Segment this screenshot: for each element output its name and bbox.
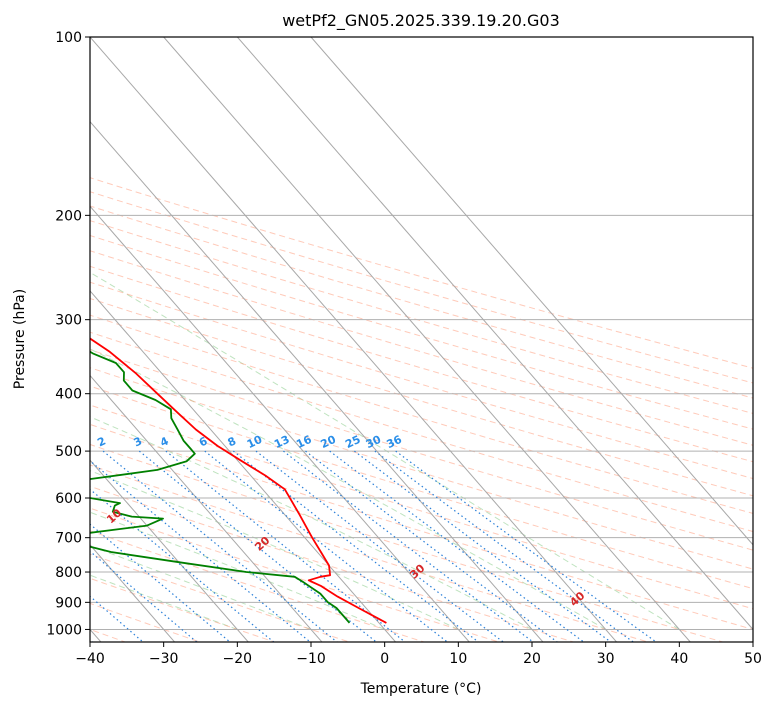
isotherm-line <box>90 120 544 642</box>
x-axis-title: Temperature (°C) <box>360 681 482 697</box>
isotherm-line <box>90 37 617 642</box>
mixing-ratio-line <box>90 550 198 642</box>
isotherm-line <box>163 37 691 642</box>
x-tick-label: 10 <box>449 651 467 667</box>
dry-adiabat-line <box>90 177 753 369</box>
y-axis: 100 200 300 400 500 600 700 800 900 1000 <box>46 30 90 638</box>
y-tick-label: 900 <box>55 595 82 611</box>
plot-area: 0.10.20.40.611.52346810131620253036-100-… <box>90 37 753 642</box>
mixing-ratio-label: 30 <box>364 433 384 451</box>
y-axis-title: Pressure (hPa) <box>12 289 28 389</box>
y-tick-label: 400 <box>55 387 82 403</box>
x-tick-label: 0 <box>380 651 389 667</box>
moist-adiabat-line <box>90 348 606 630</box>
mixing-ratio-line <box>102 450 338 642</box>
x-tick-label: 40 <box>670 651 688 667</box>
x-tick-label: 30 <box>597 651 615 667</box>
moist-adiabat-line <box>90 416 533 630</box>
mixing-ratio-line <box>305 450 559 642</box>
profile-lines <box>90 337 387 624</box>
mixing-ratio-label: 36 <box>385 433 405 451</box>
dry-adiabat-line <box>90 265 753 463</box>
moist-adiabat-line <box>90 271 680 630</box>
mixing-ratio-label: 10 <box>245 433 265 451</box>
mixing-ratio-label: 25 <box>343 433 362 451</box>
dry-adiabat-line <box>90 234 753 430</box>
mixing-ratio-label: 16 <box>294 433 314 451</box>
isotherm-line <box>310 37 753 546</box>
mixing-ratio-label: 20 <box>319 433 339 451</box>
plot-frame <box>89 36 754 643</box>
mixing-ratio-line <box>90 460 312 642</box>
y-tick-label: 600 <box>55 491 82 507</box>
x-tick-label: 50 <box>744 651 762 667</box>
mixing-ratio-lines <box>90 450 658 642</box>
y-tick-label: 300 <box>55 313 82 329</box>
x-tick-label: −40 <box>75 651 105 667</box>
isotherm-line <box>90 205 470 642</box>
isobar-gridlines <box>90 37 753 630</box>
dry-adiabat-line <box>90 530 426 642</box>
mixing-ratio-line <box>138 450 378 642</box>
y-tick-label: 700 <box>55 531 82 547</box>
x-tick-label: −20 <box>223 651 253 667</box>
mixing-ratio-line <box>374 450 635 642</box>
moist-adiabat-line <box>90 574 238 630</box>
isotherm-line <box>90 459 249 642</box>
dry-adiabat-line <box>90 250 753 446</box>
chart-title: wetPf2_GN05.2025.339.19.20.G03 <box>282 11 560 31</box>
dry-adiabat-line <box>90 205 753 399</box>
mixing-ratio-label: 13 <box>272 433 291 451</box>
isotherm-line <box>90 374 323 642</box>
dry-adiabat-line <box>90 507 501 642</box>
mixing-ratio-line <box>232 450 480 642</box>
dewpoint-series-line <box>90 350 351 624</box>
moist-adiabat-lines <box>90 271 680 630</box>
y-tick-label: 100 <box>55 30 82 46</box>
y-tick-label: 800 <box>55 565 82 581</box>
isotherm-line <box>90 290 396 642</box>
mixing-ratio-line <box>283 450 535 642</box>
isotherm-gridlines <box>90 37 753 642</box>
temperature-series-line <box>90 337 387 624</box>
moist-adiabat-line <box>90 545 312 630</box>
dry-adiabat-line <box>90 281 753 480</box>
x-tick-label: −30 <box>149 651 179 667</box>
y-tick-label: 200 <box>55 208 82 224</box>
dry-adiabat-line <box>90 349 753 551</box>
x-tick-label: −10 <box>296 651 326 667</box>
mixing-ratio-line <box>90 523 231 642</box>
x-axis: −40 −30 −20 −10 0 10 20 30 40 50 <box>75 642 762 667</box>
isotherm-line <box>236 37 753 631</box>
mixing-ratio-line <box>395 450 658 642</box>
dry-adiabat-line <box>90 314 753 514</box>
y-tick-label: 500 <box>55 444 82 460</box>
y-tick-label: 1000 <box>46 622 82 638</box>
dry-adiabat-line <box>90 404 753 610</box>
x-tick-label: 20 <box>523 651 541 667</box>
